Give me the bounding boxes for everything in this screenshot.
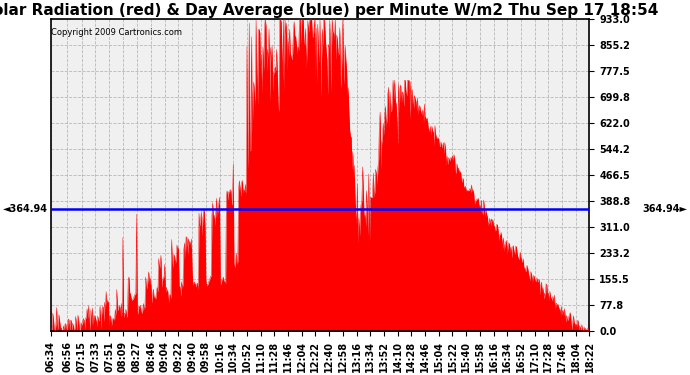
Text: ◄364.94: ◄364.94 — [3, 204, 48, 214]
Text: Copyright 2009 Cartronics.com: Copyright 2009 Cartronics.com — [51, 28, 182, 38]
Text: 364.94►: 364.94► — [642, 204, 687, 214]
Title: Solar Radiation (red) & Day Average (blue) per Minute W/m2 Thu Sep 17 18:54: Solar Radiation (red) & Day Average (blu… — [0, 3, 658, 18]
